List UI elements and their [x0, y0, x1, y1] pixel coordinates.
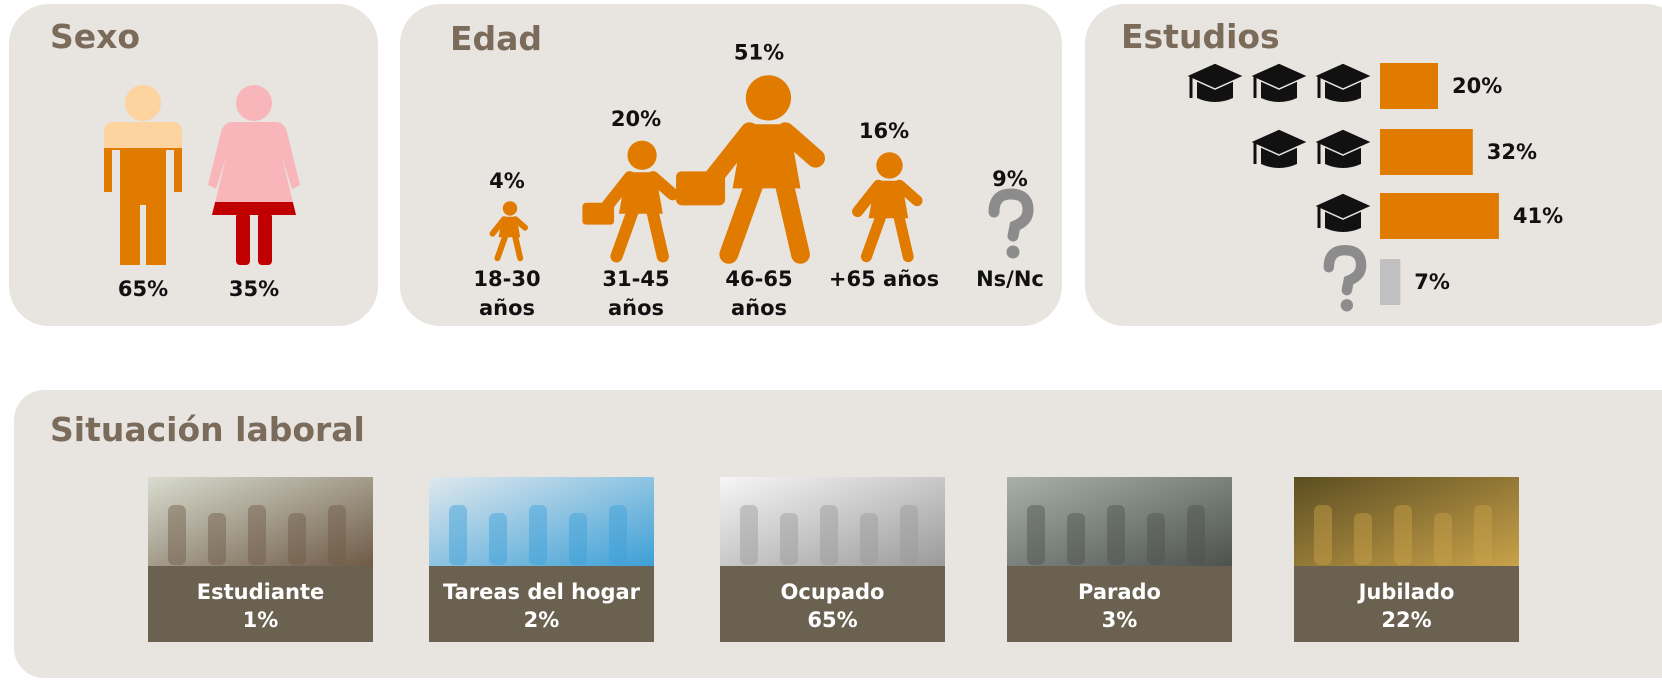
head — [503, 201, 517, 215]
card-category: Ocupado — [781, 580, 885, 604]
category-line: años — [608, 296, 664, 320]
photo-detail — [1147, 513, 1165, 565]
value-label: 16% — [859, 119, 909, 143]
category-label: +65 años — [829, 267, 939, 291]
category-line: 31-45 — [602, 267, 669, 291]
photo-detail — [1067, 513, 1085, 565]
photo-detail — [489, 513, 507, 565]
photo-detail — [449, 505, 467, 565]
photo-detail — [780, 513, 798, 565]
photo-detail — [860, 513, 878, 565]
card-value: 65% — [807, 608, 857, 632]
category-line: 18-30 — [473, 267, 540, 291]
photo-detail — [168, 505, 186, 565]
photo-detail — [1434, 513, 1452, 565]
bag — [582, 203, 614, 225]
card-category: Estudiante — [197, 580, 324, 604]
category-line: años — [479, 296, 535, 320]
bar — [1380, 129, 1473, 175]
leg — [258, 213, 272, 265]
photo-detail — [529, 505, 547, 565]
card-category: Jubilado — [1357, 580, 1455, 604]
photo-detail — [1354, 513, 1372, 565]
photo-detail — [740, 505, 758, 565]
chart-title: Sexo — [50, 17, 140, 56]
photo-detail — [609, 505, 627, 565]
bar — [1380, 63, 1438, 109]
card-value: 3% — [1102, 608, 1138, 632]
value-label: 35% — [229, 277, 279, 301]
photo-detail — [1314, 505, 1332, 565]
question-dot — [1341, 299, 1353, 311]
photo-detail — [1187, 505, 1205, 565]
head — [746, 75, 791, 120]
photo-detail — [900, 505, 918, 565]
value-label: 4% — [489, 169, 525, 193]
value-label: 9% — [992, 167, 1028, 191]
bag — [676, 171, 725, 205]
body — [208, 122, 300, 215]
photo-detail — [1474, 505, 1492, 565]
photo-detail — [248, 505, 266, 565]
card-value: 1% — [243, 608, 279, 632]
bar — [1380, 193, 1499, 239]
chart-title: Edad — [450, 19, 542, 58]
photo-detail — [328, 505, 346, 565]
photo-detail — [288, 513, 306, 565]
category-line: 46-65 — [725, 267, 792, 291]
leg — [236, 213, 250, 265]
head — [125, 85, 161, 121]
category-line: años — [731, 296, 787, 320]
value-label: 65% — [118, 277, 168, 301]
bar — [1380, 259, 1400, 305]
chart-title: Situación laboral — [50, 410, 365, 449]
value-label: 41% — [1513, 204, 1563, 228]
value-label: 51% — [734, 40, 784, 64]
photo-detail — [569, 513, 587, 565]
photo-detail — [1394, 505, 1412, 565]
card-value: 2% — [524, 608, 560, 632]
infographic: Sexo Edad Estudios Situación laboral 65%… — [0, 0, 1662, 681]
value-label: 20% — [611, 107, 661, 131]
card-category: Parado — [1078, 580, 1161, 604]
value-label: 20% — [1452, 74, 1502, 98]
card-value: 22% — [1381, 608, 1431, 632]
head — [627, 141, 656, 170]
photo-detail — [1027, 505, 1045, 565]
question-dot — [1007, 246, 1020, 259]
category-label: Ns/Nc — [976, 267, 1044, 291]
chart-title: Estudios — [1121, 17, 1280, 56]
card-category: Tareas del hogar — [443, 580, 641, 604]
photo-detail — [1107, 505, 1125, 565]
value-label: 32% — [1487, 140, 1537, 164]
photo-detail — [208, 513, 226, 565]
photo-detail — [820, 505, 838, 565]
value-label: 7% — [1414, 270, 1450, 294]
head — [876, 152, 902, 178]
head — [236, 85, 272, 121]
